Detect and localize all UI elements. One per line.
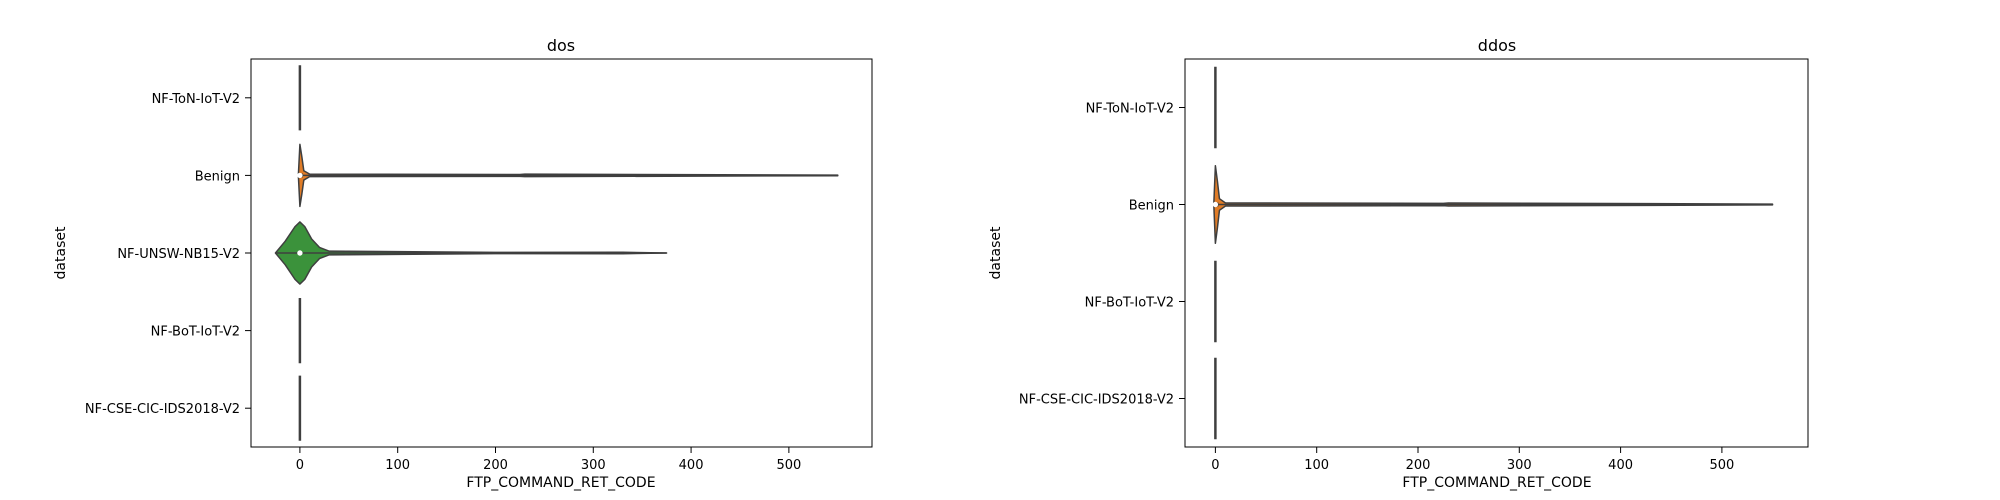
violin-median-dot xyxy=(297,250,303,256)
violin-marks xyxy=(274,65,839,441)
y-tick-label-nf-unsw-nb15-v2: NF-UNSW-NB15-V2 xyxy=(117,247,240,262)
y-ticks: NF-ToN-IoT-V2 Benign NF-BoT-IoT-V2 NF-CSE-C… xyxy=(1019,102,1185,408)
y-tick-label-nf-cse-cic-ids2018-v2: NF-CSE-CIC-IDS2018-V2 xyxy=(1019,393,1174,408)
y-tick-label-nf-bot-iot-v2: NF-BoT-IoT-V2 xyxy=(1085,296,1174,311)
x-tick-label: 0 xyxy=(1211,458,1219,473)
x-ticks: 0 100 200 300 400 500 xyxy=(1211,447,1734,473)
x-tick-label: 100 xyxy=(1304,458,1329,473)
subplot-dos: dos FTP_COMMAND_RET_CODE dataset 0 100 200… xyxy=(53,36,873,491)
violin-median-dot xyxy=(297,172,303,179)
y-tick-label-benign: Benign xyxy=(1129,199,1174,214)
y-tick-label-nf-ton-iot-v2: NF-ToN-IoT-V2 xyxy=(1086,102,1174,117)
y-tick-label-nf-bot-iot-v2: NF-BoT-IoT-V2 xyxy=(151,325,240,340)
subplot-title: dos xyxy=(547,36,575,55)
x-tick-label: 400 xyxy=(1608,458,1633,473)
x-tick-label: 300 xyxy=(1507,458,1532,473)
y-axis-label: dataset xyxy=(988,226,1004,279)
y-axis-label: dataset xyxy=(53,226,69,279)
violin-marks xyxy=(1212,66,1774,440)
plot-frame xyxy=(1184,58,1809,448)
x-tick-label: 0 xyxy=(296,458,304,473)
violin-nf-unsw-nb15-v2 xyxy=(274,221,668,285)
violin-benign xyxy=(1212,164,1774,245)
y-tick-label-benign: Benign xyxy=(195,169,240,184)
x-tick-label: 300 xyxy=(581,458,606,473)
y-tick-label-nf-cse-cic-ids2018-v2: NF-CSE-CIC-IDS2018-V2 xyxy=(85,402,240,417)
x-tick-label: 200 xyxy=(1406,458,1431,473)
x-ticks: 0 100 200 300 400 500 xyxy=(296,447,801,473)
x-tick-label: 500 xyxy=(776,458,801,473)
x-axis-label: FTP_COMMAND_RET_CODE xyxy=(1402,475,1591,491)
x-axis-label: FTP_COMMAND_RET_CODE xyxy=(466,475,655,491)
x-tick-label: 200 xyxy=(483,458,508,473)
y-tick-label-nf-ton-iot-v2: NF-ToN-IoT-V2 xyxy=(152,92,240,107)
y-ticks: NF-ToN-IoT-V2 Benign NF-UNSW-NB15-V2 NF-BoT… xyxy=(85,92,251,417)
violin-median-dot xyxy=(1212,201,1219,208)
violin-benign xyxy=(297,143,839,208)
subplot-ddos: ddos FTP_COMMAND_RET_CODE dataset 0 100 20… xyxy=(988,36,1809,491)
x-tick-label: 500 xyxy=(1709,458,1734,473)
x-tick-label: 400 xyxy=(679,458,704,473)
x-tick-label: 100 xyxy=(385,458,410,473)
plot-frame xyxy=(250,58,873,448)
subplot-title: ddos xyxy=(1478,36,1516,55)
